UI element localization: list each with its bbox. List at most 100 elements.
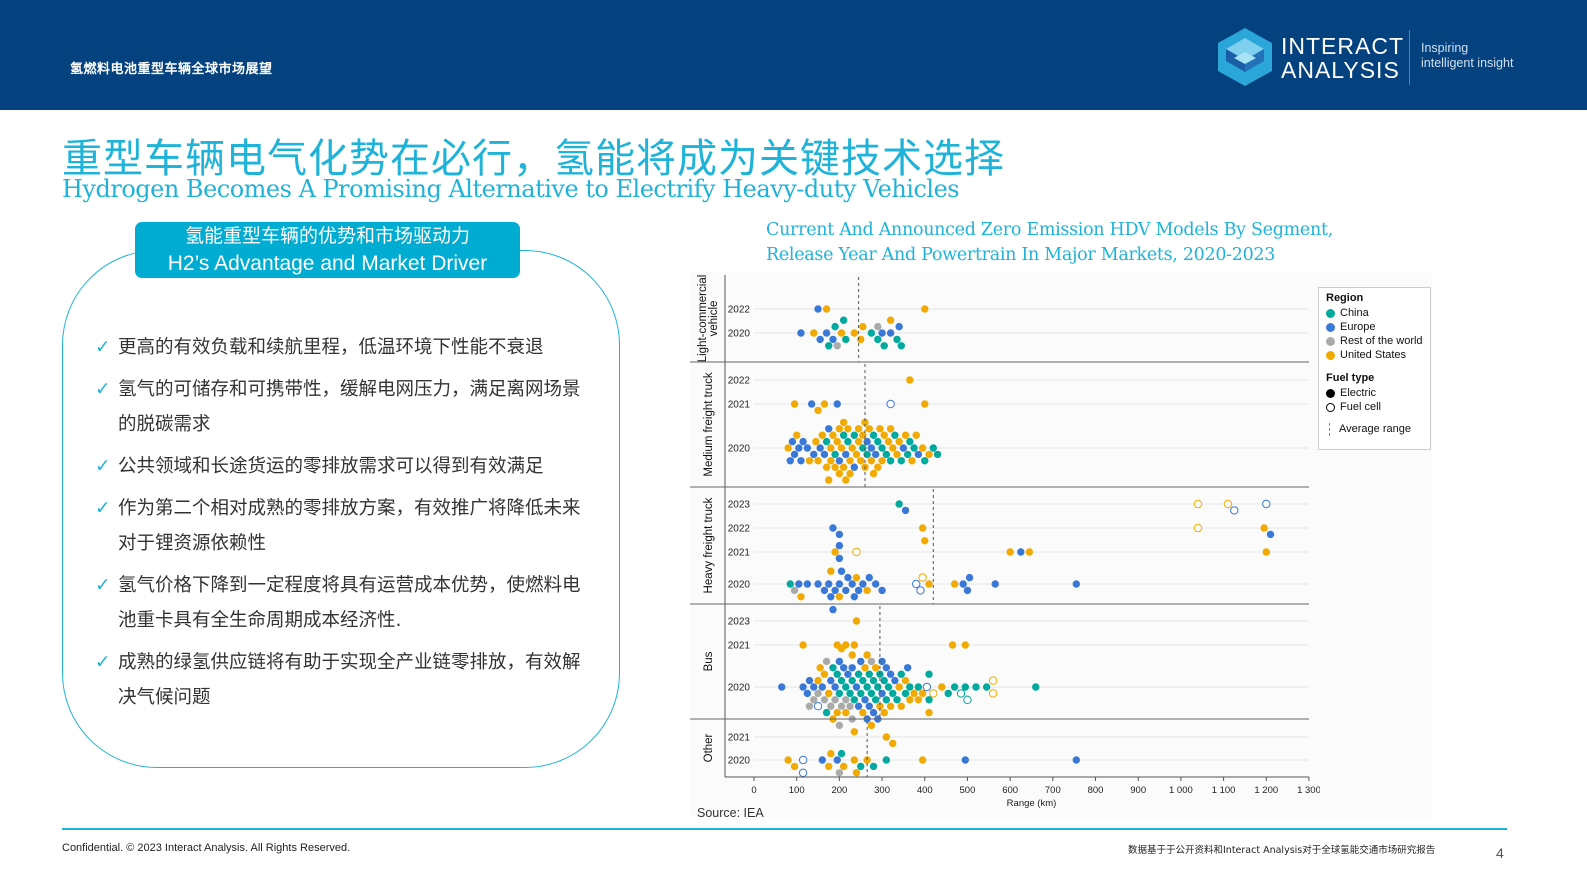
data-point xyxy=(837,749,846,758)
data-point xyxy=(820,670,829,678)
data-point xyxy=(790,450,799,459)
data-point xyxy=(865,670,873,678)
data-point xyxy=(859,676,867,685)
x-tick-label: 0 xyxy=(751,785,756,796)
x-tick-label: 700 xyxy=(1045,785,1061,796)
data-point xyxy=(965,573,974,582)
data-point xyxy=(852,683,861,691)
data-point xyxy=(1260,524,1268,532)
data-point xyxy=(825,580,833,588)
data-point xyxy=(839,418,848,427)
data-point xyxy=(827,457,835,465)
data-point xyxy=(901,506,910,515)
data-point xyxy=(822,437,831,446)
data-point xyxy=(842,696,850,704)
data-point xyxy=(982,683,991,691)
data-point xyxy=(795,444,803,452)
data-point xyxy=(886,329,895,337)
data-point xyxy=(876,702,884,710)
data-point xyxy=(822,329,831,337)
data-point xyxy=(867,657,876,666)
data-point xyxy=(810,450,818,459)
data-point xyxy=(835,593,844,601)
data-point xyxy=(991,580,999,588)
data-point xyxy=(814,689,822,698)
data-point xyxy=(961,641,970,649)
x-tick-label: 1 000 xyxy=(1169,785,1193,796)
logo-tagline: Inspiring intelligent insight xyxy=(1421,41,1514,70)
data-point xyxy=(895,322,903,331)
logo-divider xyxy=(1409,30,1410,85)
bullet-item: ✓ 作为第二个相对成熟的零排放方案，有效推广将降低未来对于锂资源依赖性 xyxy=(95,491,595,561)
data-point xyxy=(901,676,910,685)
data-point xyxy=(956,689,966,698)
data-point xyxy=(897,342,905,350)
data-point xyxy=(784,756,792,764)
data-point xyxy=(835,657,844,666)
data-point xyxy=(906,696,914,704)
data-point xyxy=(848,664,856,672)
data-point xyxy=(854,437,863,446)
data-point xyxy=(835,554,844,563)
data-point xyxy=(797,593,805,601)
data-point xyxy=(869,708,878,717)
data-point xyxy=(865,573,873,582)
data-point xyxy=(814,406,822,415)
data-point xyxy=(846,689,854,698)
data-point xyxy=(805,457,814,465)
data-point xyxy=(1230,506,1239,515)
data-point xyxy=(799,641,807,649)
data-point xyxy=(835,769,844,777)
data-point xyxy=(886,399,895,409)
legend-region-title: Region xyxy=(1326,292,1364,304)
legend-item-electric: Electric xyxy=(1326,386,1430,400)
data-point xyxy=(825,342,833,350)
bullet-item: ✓ 氢气的可储存和可携带性，缓解电网压力，满足离网场景的脱碳需求 xyxy=(95,372,595,442)
legend-item-europe: Europe xyxy=(1326,320,1430,334)
data-point xyxy=(869,431,878,439)
data-point xyxy=(914,683,923,691)
data-point xyxy=(842,476,850,484)
data-point xyxy=(889,739,897,748)
data-point xyxy=(816,444,824,452)
data-point xyxy=(880,431,888,439)
data-point xyxy=(1262,499,1271,509)
data-point xyxy=(839,762,848,771)
data-point xyxy=(833,400,841,408)
bullet-list: ✓ 更高的有效负载和续航里程，低温环境下性能不衰退 ✓ 氢气的可储存和可携带性，缓解… xyxy=(95,330,595,722)
data-point xyxy=(861,696,869,704)
data-point xyxy=(814,676,822,685)
legend-fuel-title: Fuel type xyxy=(1326,372,1375,384)
data-point xyxy=(848,651,856,659)
data-point xyxy=(876,425,884,433)
data-point xyxy=(901,431,910,439)
data-point xyxy=(1025,548,1034,556)
data-point xyxy=(839,431,848,439)
data-point xyxy=(852,450,861,459)
data-point xyxy=(918,524,927,532)
data-point xyxy=(799,437,807,446)
footer-divider xyxy=(62,828,1507,830)
data-point xyxy=(871,450,880,459)
data-point xyxy=(948,641,957,649)
data-point xyxy=(950,580,959,588)
data-point xyxy=(798,755,808,765)
data-point xyxy=(961,756,970,764)
data-point xyxy=(850,431,859,439)
data-point xyxy=(833,670,841,678)
dashed-line-icon xyxy=(1329,422,1330,436)
data-point xyxy=(837,444,846,452)
data-point xyxy=(822,305,831,313)
panel-heading-cn: 氢能重型车辆的优势和市场驱动力 xyxy=(184,225,470,247)
data-point xyxy=(818,756,827,764)
data-point xyxy=(1193,499,1203,509)
data-point xyxy=(825,425,833,433)
data-point xyxy=(910,689,918,698)
data-point xyxy=(831,683,839,691)
data-point xyxy=(867,444,876,452)
data-point xyxy=(786,457,794,465)
bullet-item: ✓ 更高的有效负载和续航里程，低温环境下性能不衰退 xyxy=(95,330,595,365)
data-point xyxy=(863,586,871,595)
data-point xyxy=(874,463,882,471)
x-tick-label: 100 xyxy=(789,785,805,796)
